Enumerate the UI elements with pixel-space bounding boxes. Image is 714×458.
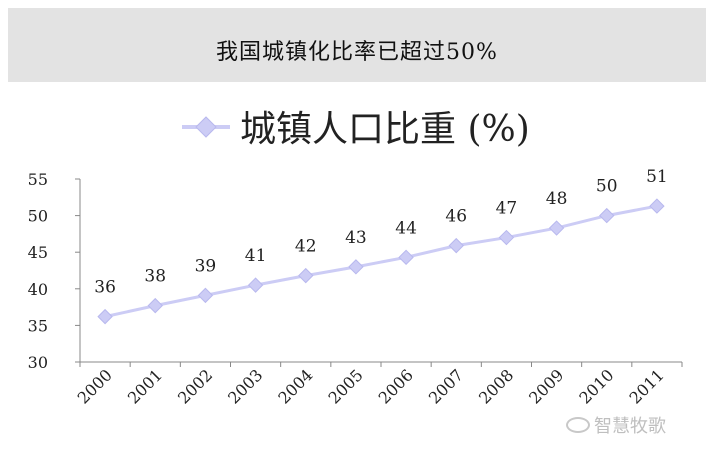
data-label: 51 [646,167,668,187]
y-tick-label: 40 [28,280,48,299]
data-point [97,308,113,325]
x-tick-label: 2007 [425,365,467,407]
x-tick-label: 2001 [124,365,166,407]
data-label: 38 [144,267,166,287]
y-tick-label: 45 [28,243,48,262]
x-tick-label: 2010 [575,365,617,407]
data-point [649,198,665,214]
data-point [247,277,264,293]
data-point [197,287,214,304]
data-point [498,229,515,246]
data-label: 41 [245,246,267,266]
x-tick-label: 2009 [525,365,567,407]
watermark: 智慧牧歌 [566,412,666,438]
data-point [398,249,414,266]
data-label: 44 [395,218,417,238]
data-label: 42 [295,237,317,257]
x-tick-label: 2005 [325,365,367,407]
watermark-text: 智慧牧歌 [594,416,666,437]
x-tick-label: 2006 [375,365,417,407]
data-point [548,220,565,236]
data-label: 47 [496,199,518,219]
header-banner: 我国城镇化比率已超过50% [8,8,706,82]
data-label: 39 [195,256,217,276]
y-tick-label: 55 [28,170,48,189]
y-tick-label: 50 [28,207,48,226]
x-tick-label: 2000 [74,365,116,407]
y-tick-label: 30 [28,353,48,372]
data-label: 43 [345,228,367,248]
series-line [104,204,658,319]
data-point [599,207,615,224]
legend-marker [195,116,217,138]
data-label: 50 [596,177,618,197]
x-tick-label: 2003 [224,365,266,407]
data-point [348,259,364,275]
header-title: 我国城镇化比率已超过50% [216,40,498,65]
x-tick-label: 2004 [274,365,316,407]
y-tick-label: 35 [28,316,48,335]
data-label: 46 [445,207,467,227]
data-point [147,297,163,314]
x-tick-label: 2008 [475,365,517,407]
x-tick-label: 2002 [174,365,216,407]
data-label: 36 [94,278,116,298]
wechat-icon [566,417,590,433]
legend-label: 城镇人口比重 (%) [240,109,530,150]
data-point [448,237,464,254]
x-tick-label: 2011 [626,365,668,407]
data-label: 48 [546,189,568,209]
data-point [298,267,314,284]
